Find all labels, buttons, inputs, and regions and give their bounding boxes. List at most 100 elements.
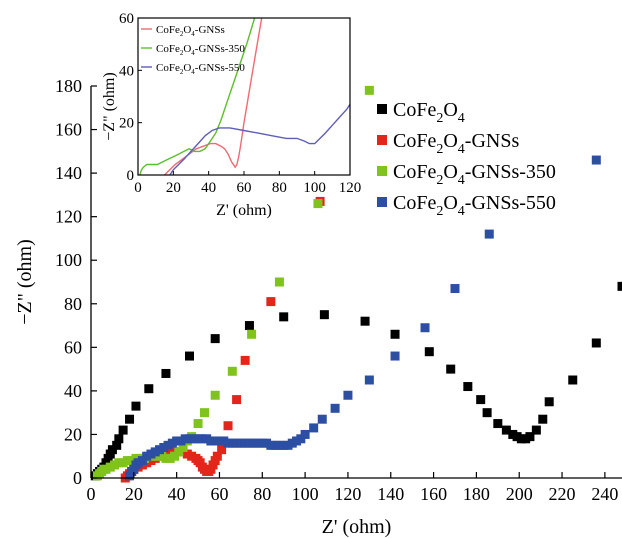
legend-swatch <box>377 135 387 145</box>
inset-y-axis-title: −Z" (ohm) <box>101 72 118 140</box>
data-point <box>482 408 492 418</box>
data-point <box>531 425 541 435</box>
legend-label-part: O <box>443 130 457 152</box>
legend-label-part: -GNSs-550 <box>465 192 556 214</box>
y-tick-label: 100 <box>55 250 82 270</box>
data-point <box>568 375 578 385</box>
legend-label-part: 4 <box>458 111 465 126</box>
inset-x-tick-label: 100 <box>303 180 326 196</box>
legend-swatch <box>377 197 387 207</box>
data-point <box>390 351 400 361</box>
legend-label: CoFe2O4-GNSs-550 <box>393 192 556 219</box>
inset-legend-label: CoFe2O4-GNSs <box>156 24 225 38</box>
data-point <box>227 366 237 376</box>
data-point <box>617 281 622 291</box>
x-tick-label: 220 <box>549 484 576 504</box>
x-tick-label: 60 <box>210 484 228 504</box>
data-point <box>210 334 220 344</box>
data-point <box>300 429 310 439</box>
data-point <box>199 408 209 418</box>
data-point <box>364 375 374 385</box>
inset-curves <box>139 18 350 175</box>
legend-label-part: O <box>443 192 457 214</box>
legend-label-part: 4 <box>458 204 465 219</box>
data-point <box>484 229 494 239</box>
y-tick-label: 60 <box>64 337 82 357</box>
y-tick-label: 20 <box>64 424 82 444</box>
inset-series-1-line <box>139 18 256 175</box>
data-point <box>420 323 430 333</box>
legend-swatch <box>377 104 387 114</box>
legend-label-part: CoFe <box>393 130 436 152</box>
data-point <box>538 414 548 424</box>
data-point <box>364 85 374 95</box>
inset-x-tick-label: 120 <box>339 180 362 196</box>
data-point <box>424 347 434 357</box>
data-point <box>525 432 535 442</box>
main-axes: 0 20 40 60 80 100 120 140 160 180 200 220 2400204060… <box>14 76 622 538</box>
legend-label-part: CoFe <box>393 99 436 121</box>
data-point <box>125 414 135 424</box>
legend-label-part: 2 <box>180 30 184 38</box>
x-tick-label: 180 <box>463 484 490 504</box>
legend-label-part: -GNSs-550 <box>195 62 246 74</box>
data-point <box>279 312 289 322</box>
data-point <box>112 440 122 450</box>
legend-label-part: 2 <box>436 204 443 219</box>
inset-y-tick-label: 40 <box>119 63 134 79</box>
data-point <box>317 414 327 424</box>
data-point <box>390 329 400 339</box>
data-point <box>446 364 456 374</box>
series-0-markers <box>90 281 622 481</box>
x-tick-label: 0 <box>87 484 96 504</box>
data-point <box>476 395 486 405</box>
data-point <box>178 443 188 453</box>
legend-label-part: CoFe <box>393 161 436 183</box>
x-tick-label: 100 <box>292 484 319 504</box>
data-point <box>266 297 276 307</box>
data-point <box>131 401 141 411</box>
x-tick-label: 240 <box>591 484 618 504</box>
data-point <box>244 321 254 331</box>
y-tick-label: 120 <box>55 207 82 227</box>
legend-label-part: 2 <box>436 111 443 126</box>
data-point <box>360 316 370 326</box>
x-tick-label: 200 <box>506 484 533 504</box>
legend-label-part: -GNSs <box>195 24 225 36</box>
inset-x-tick-label: 40 <box>201 180 216 196</box>
data-point <box>184 351 194 361</box>
inset-axes: 0 20 40 60 80 100 120 0 20 40 60 Z' (ohm) −Z" (ohm) <box>101 11 361 219</box>
legend-label-part: 4 <box>458 173 465 188</box>
x-tick-label: 20 <box>125 484 143 504</box>
inset-y-tick-label: 60 <box>119 11 134 27</box>
data-point <box>313 199 323 209</box>
data-point <box>493 419 503 429</box>
data-point <box>591 155 601 165</box>
legend-label-part: -GNSs-350 <box>195 43 246 55</box>
data-point <box>212 451 222 461</box>
legend-label-part: CoFe <box>156 43 180 55</box>
inset-background <box>138 18 350 175</box>
x-tick-label: 120 <box>334 484 361 504</box>
legend-label-part: 2 <box>180 49 184 57</box>
main-legend: CoFe2O4CoFe2O4-GNSsCoFe2O4-GNSs-350CoFe2… <box>377 99 556 219</box>
inset-x-axis-title: Z' (ohm) <box>216 202 272 219</box>
y-tick-label: 180 <box>55 76 82 96</box>
legend-label-part: CoFe <box>156 24 180 36</box>
data-point <box>118 425 128 435</box>
data-point <box>144 384 154 394</box>
legend-label-part: O <box>183 24 191 36</box>
legend-label-part: O <box>183 62 191 74</box>
data-point <box>463 382 473 392</box>
inset-legend-label: CoFe2O4-GNSs-550 <box>156 62 245 76</box>
data-point <box>330 403 340 413</box>
legend-label: CoFe2O4-GNSs <box>393 130 519 157</box>
legend-label-part: 2 <box>180 68 184 76</box>
data-point <box>223 421 233 431</box>
data-point <box>161 368 171 378</box>
legend-label-part: 2 <box>436 142 443 157</box>
data-point <box>210 390 220 400</box>
legend-label-part: O <box>443 99 457 121</box>
